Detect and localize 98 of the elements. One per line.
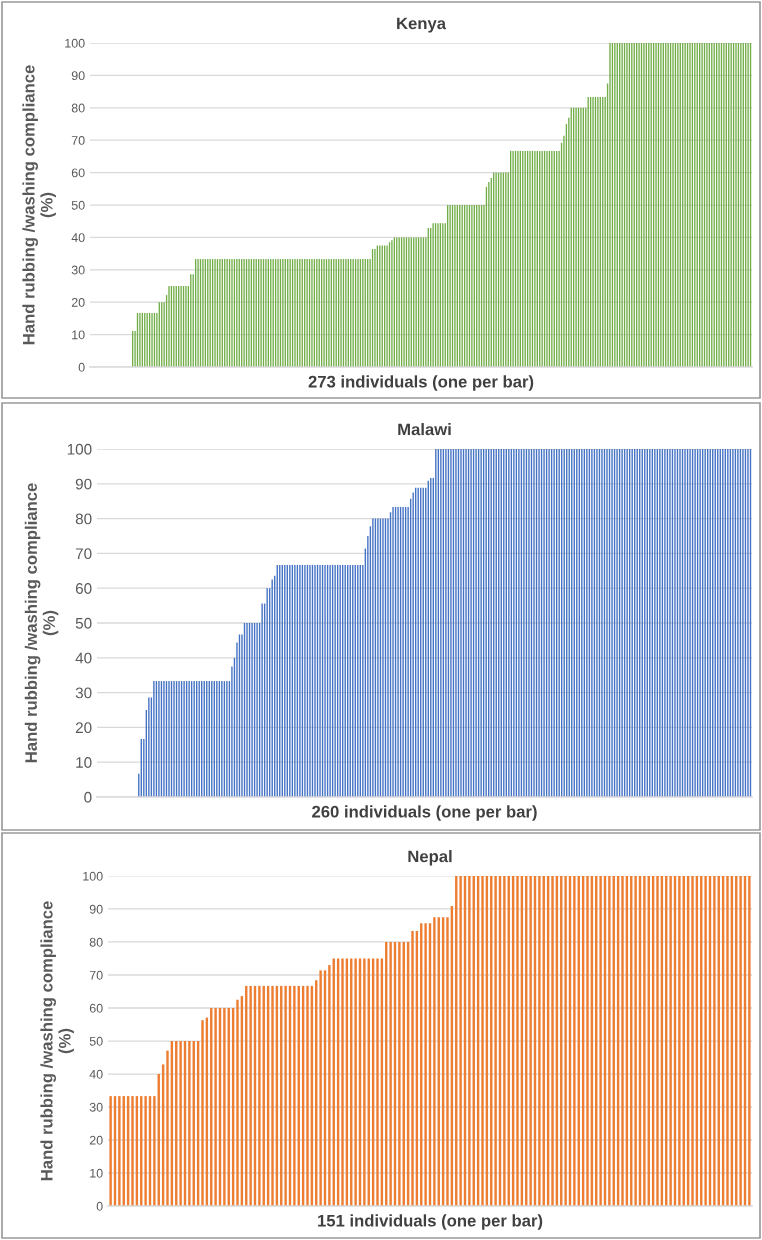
bar: [131, 1096, 134, 1206]
y-tick-label: 30: [75, 687, 92, 699]
bar: [411, 931, 414, 1206]
x-axis-title: 260 individuals (one per bar): [312, 805, 537, 821]
y-tick-label: 80: [89, 937, 103, 947]
bar: [529, 876, 532, 1206]
y-tick-label: 50: [71, 200, 85, 210]
y-tick-label: 0: [84, 791, 92, 803]
y-tick-label: 20: [75, 722, 92, 734]
bar: [726, 876, 729, 1206]
bar: [293, 985, 296, 1206]
x-axis-title: 273 individuals (one per bar): [308, 375, 534, 391]
bar: [328, 965, 331, 1206]
chart-title: Malawi: [398, 423, 451, 436]
y-tick-label: 0: [78, 362, 85, 372]
y-tick-label: 50: [75, 617, 92, 629]
y-tick-label: 60: [89, 1003, 103, 1013]
bar: [704, 876, 707, 1206]
bar: [249, 985, 252, 1206]
bar: [223, 1008, 226, 1206]
bar: [144, 1096, 147, 1206]
x-axis-title: 151 individuals (one per bar): [318, 1214, 543, 1230]
bar: [258, 985, 261, 1206]
bar: [188, 1041, 191, 1206]
y-tick-label: 80: [71, 103, 85, 113]
bar: [306, 985, 309, 1206]
y-tick-label: 20: [89, 1135, 103, 1145]
bar: [669, 876, 672, 1206]
y-tick-label: 90: [89, 904, 103, 914]
bar: [599, 876, 602, 1206]
y-tick-label: 30: [89, 1102, 103, 1112]
bar: [424, 923, 427, 1206]
y-tick-label: 10: [90, 1168, 103, 1178]
y-tick-label: 40: [71, 233, 85, 243]
y-tick-label: 30: [71, 265, 85, 275]
bar: [739, 876, 742, 1206]
bar: [166, 1050, 169, 1206]
bar: [109, 1096, 112, 1206]
y-axis-title: Hand rubbing /washing compliance (%): [24, 483, 59, 763]
y-tick-label: 70: [75, 548, 92, 560]
y-tick-label: 70: [71, 136, 85, 145]
y-tick-label: 60: [71, 168, 85, 178]
y-tick-label: 10: [76, 757, 92, 768]
bar: [376, 958, 379, 1206]
y-axis-title: Hand rubbing /washing compliance (%): [22, 65, 56, 345]
y-tick-label: 80: [75, 513, 92, 525]
bar: [586, 876, 589, 1206]
y-tick-label: 40: [89, 1069, 103, 1079]
bar: [236, 999, 239, 1206]
y-axis-title: Hand rubbing /washing compliance (%): [40, 901, 74, 1181]
bar: [516, 876, 519, 1206]
y-tick-label: 70: [89, 970, 103, 980]
bar: [748, 876, 751, 1206]
bar: [656, 876, 659, 1206]
bar: [363, 958, 366, 1206]
bar: [481, 876, 484, 1206]
chart-title: Kenya: [397, 17, 447, 33]
y-tick-label: 60: [75, 583, 92, 594]
bar: [271, 985, 274, 1206]
bar: [118, 1096, 121, 1206]
bar: [621, 876, 624, 1206]
bar: [503, 876, 506, 1206]
bar: [643, 876, 646, 1206]
bar: [341, 958, 344, 1206]
y-tick-label: 90: [75, 478, 92, 490]
bar: [634, 876, 637, 1206]
bar: [713, 876, 716, 1206]
bar: [608, 876, 611, 1206]
bar: [284, 985, 287, 1206]
bar: [468, 876, 471, 1206]
y-tick-label: 100: [67, 443, 92, 455]
bar: [678, 876, 681, 1206]
bar: [398, 942, 401, 1206]
bar: [551, 876, 554, 1206]
bar: [446, 917, 449, 1206]
y-tick-label: 20: [71, 298, 85, 307]
y-tick-label: 0: [96, 1201, 103, 1211]
bar: [201, 1020, 204, 1206]
bar: [564, 876, 567, 1206]
bar: [179, 1041, 182, 1206]
bar: [319, 970, 322, 1206]
chart-title: Nepal: [408, 850, 452, 866]
bar: [389, 942, 392, 1206]
bar: [538, 876, 541, 1206]
bar: [459, 876, 462, 1206]
bar: [573, 876, 576, 1206]
bar: [153, 1096, 156, 1206]
y-tick-label: 50: [89, 1036, 103, 1046]
bar: [354, 958, 357, 1206]
y-tick-label: 10: [72, 330, 85, 340]
bar: [214, 1008, 217, 1206]
bar: [691, 876, 694, 1206]
y-tick-label: 100: [83, 871, 103, 881]
y-tick-label: 100: [65, 38, 85, 48]
y-tick-label: 90: [71, 71, 85, 81]
bar: [433, 917, 436, 1206]
bar: [494, 876, 497, 1206]
y-tick-label: 40: [75, 652, 92, 664]
